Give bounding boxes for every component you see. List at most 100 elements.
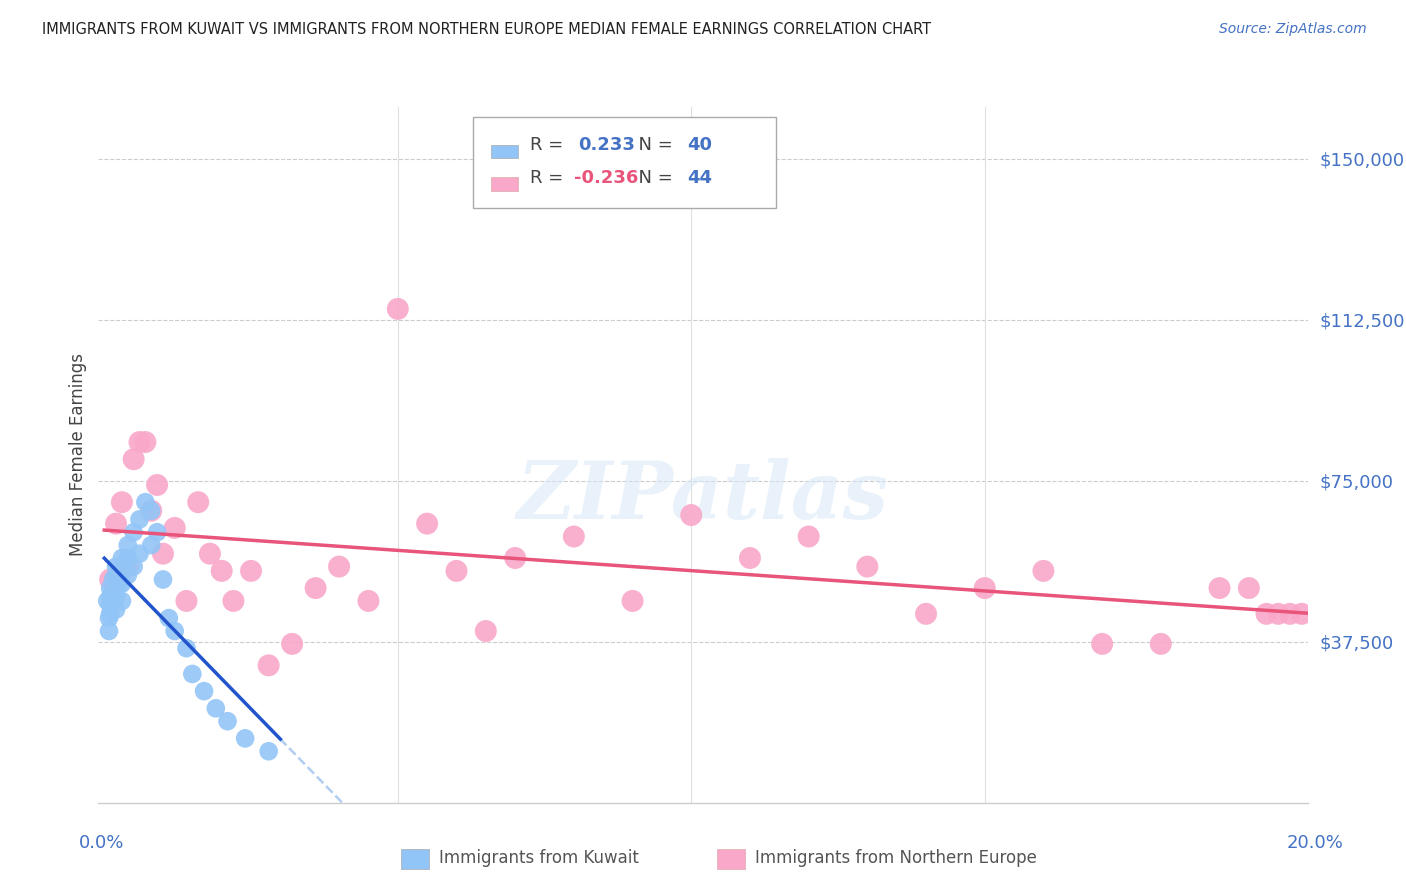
Point	[1267, 607, 1289, 621]
Point	[1091, 637, 1114, 651]
Text: Immigrants from Northern Europe: Immigrants from Northern Europe	[755, 849, 1036, 867]
Point	[105, 590, 128, 604]
Point	[134, 435, 156, 450]
Point	[98, 599, 121, 613]
Point	[111, 495, 134, 509]
Point	[111, 551, 134, 566]
Point	[101, 573, 124, 587]
Text: IMMIGRANTS FROM KUWAIT VS IMMIGRANTS FROM NORTHERN EUROPE MEDIAN FEMALE EARNINGS: IMMIGRANTS FROM KUWAIT VS IMMIGRANTS FRO…	[42, 22, 931, 37]
Point	[105, 568, 128, 582]
Point	[211, 564, 233, 578]
Point	[176, 594, 198, 608]
Point	[105, 581, 128, 595]
Point	[98, 611, 121, 625]
Point	[1291, 607, 1313, 621]
Text: 0.233: 0.233	[578, 136, 636, 154]
Point	[187, 495, 209, 509]
Point	[328, 559, 350, 574]
Point	[281, 637, 304, 651]
Point	[387, 301, 409, 316]
Point	[128, 512, 150, 526]
Point	[117, 568, 139, 582]
Point	[122, 559, 145, 574]
Point	[152, 573, 174, 587]
Point	[204, 701, 226, 715]
Text: 40: 40	[688, 136, 713, 154]
Point	[117, 551, 139, 566]
Point	[157, 611, 180, 625]
Point	[105, 559, 128, 574]
Point	[146, 525, 169, 540]
FancyBboxPatch shape	[492, 145, 517, 158]
Point	[98, 590, 121, 604]
Point	[134, 495, 156, 509]
Point	[98, 573, 121, 587]
Point	[117, 538, 139, 552]
Point	[98, 581, 121, 595]
Point	[973, 581, 995, 595]
Point	[105, 602, 128, 616]
Point	[152, 547, 174, 561]
Point	[122, 452, 145, 467]
Point	[1256, 607, 1278, 621]
Text: R =: R =	[530, 169, 569, 187]
Point	[1237, 581, 1260, 595]
Point	[257, 658, 280, 673]
Y-axis label: Median Female Earnings: Median Female Earnings	[69, 353, 87, 557]
Text: -0.236: -0.236	[574, 169, 638, 187]
Point	[233, 731, 256, 746]
Point	[1032, 564, 1054, 578]
Point	[304, 581, 326, 595]
Point	[111, 564, 134, 578]
Point	[1278, 607, 1301, 621]
Point	[108, 576, 131, 591]
Point	[105, 516, 128, 531]
Point	[193, 684, 215, 698]
Point	[117, 559, 139, 574]
Point	[681, 508, 703, 522]
Text: N =: N =	[627, 169, 678, 187]
Point	[357, 594, 380, 608]
Point	[915, 607, 938, 621]
Point	[111, 594, 134, 608]
Point	[98, 607, 121, 621]
Point	[181, 667, 204, 681]
Text: 0.0%: 0.0%	[79, 834, 124, 852]
Point	[198, 547, 221, 561]
FancyBboxPatch shape	[474, 118, 776, 208]
Point	[128, 435, 150, 450]
Point	[96, 594, 118, 608]
Point	[1208, 581, 1230, 595]
Point	[856, 559, 879, 574]
Point	[146, 478, 169, 492]
Point	[141, 504, 163, 518]
Point	[1150, 637, 1173, 651]
Point	[141, 538, 163, 552]
Point	[141, 504, 163, 518]
Point	[257, 744, 280, 758]
Point	[797, 529, 820, 543]
Point	[240, 564, 263, 578]
Point	[446, 564, 468, 578]
Point	[122, 525, 145, 540]
Text: R =: R =	[530, 136, 575, 154]
Text: 44: 44	[688, 169, 713, 187]
Point	[163, 624, 186, 638]
Text: 20.0%: 20.0%	[1286, 834, 1343, 852]
Point	[176, 641, 198, 656]
Text: Source: ZipAtlas.com: Source: ZipAtlas.com	[1219, 22, 1367, 37]
Point	[222, 594, 245, 608]
Point	[416, 516, 439, 531]
Point	[163, 521, 186, 535]
Text: N =: N =	[627, 136, 678, 154]
Point	[562, 529, 585, 543]
Point	[98, 624, 121, 638]
Point	[475, 624, 498, 638]
Point	[111, 576, 134, 591]
Point	[128, 547, 150, 561]
Point	[503, 551, 526, 566]
Text: Immigrants from Kuwait: Immigrants from Kuwait	[439, 849, 638, 867]
Point	[738, 551, 761, 566]
FancyBboxPatch shape	[492, 178, 517, 191]
Text: ZIPatlas: ZIPatlas	[517, 458, 889, 535]
